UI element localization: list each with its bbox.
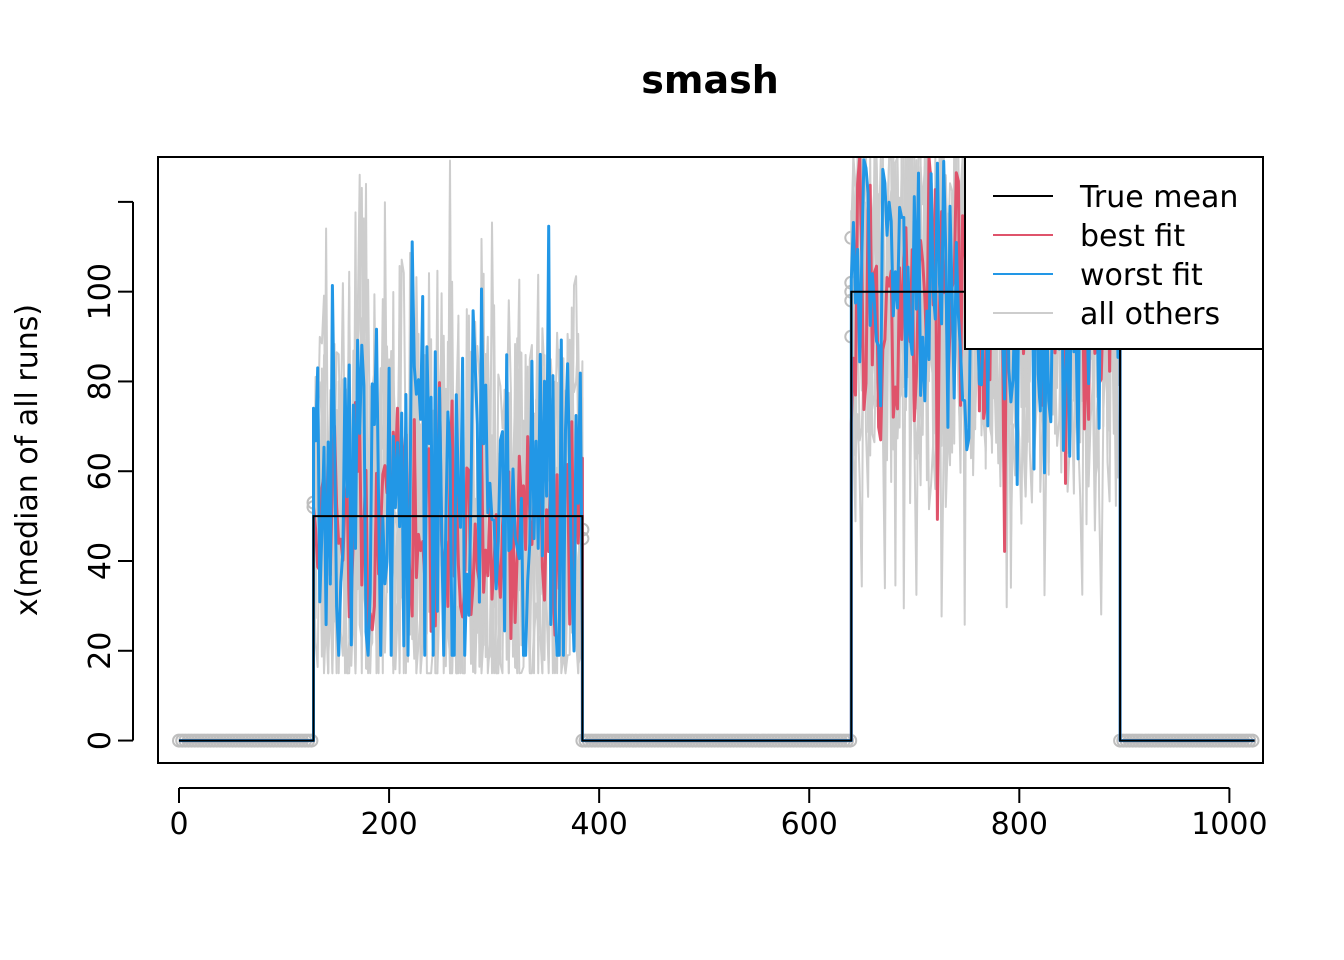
legend-label: worst fit [1080, 258, 1203, 293]
x-tick-label: 400 [571, 807, 628, 842]
plot-frame [157, 156, 1264, 764]
x-tick-label: 600 [781, 807, 838, 842]
y-tick-label: 80 [83, 362, 118, 400]
y-tick-label: 100 [83, 263, 118, 320]
series-line-true-mean [179, 290, 1255, 742]
y-axis-label: x(median of all runs) [10, 304, 45, 616]
y-tick-label: 40 [83, 542, 118, 580]
chart-title: smash [641, 58, 779, 102]
x-tick-label: 0 [169, 807, 188, 842]
legend-label: all others [1080, 297, 1220, 332]
x-tick-label: 800 [991, 807, 1048, 842]
legend-label: best fit [1080, 219, 1185, 254]
legend-label: True mean [1079, 180, 1238, 215]
legend-box [964, 156, 1264, 350]
axes-layer: 0 200 400 600 800 1000 0 20 40 60 80 100 [83, 200, 1268, 842]
y-tick-label: 20 [83, 632, 118, 670]
x-tick-label: 1000 [1191, 807, 1267, 842]
y-tick-label: 0 [83, 731, 118, 750]
legend: True mean best fit worst fit all others [964, 156, 1264, 350]
x-tick-label: 200 [360, 807, 417, 842]
y-tick-label: 60 [83, 452, 118, 490]
